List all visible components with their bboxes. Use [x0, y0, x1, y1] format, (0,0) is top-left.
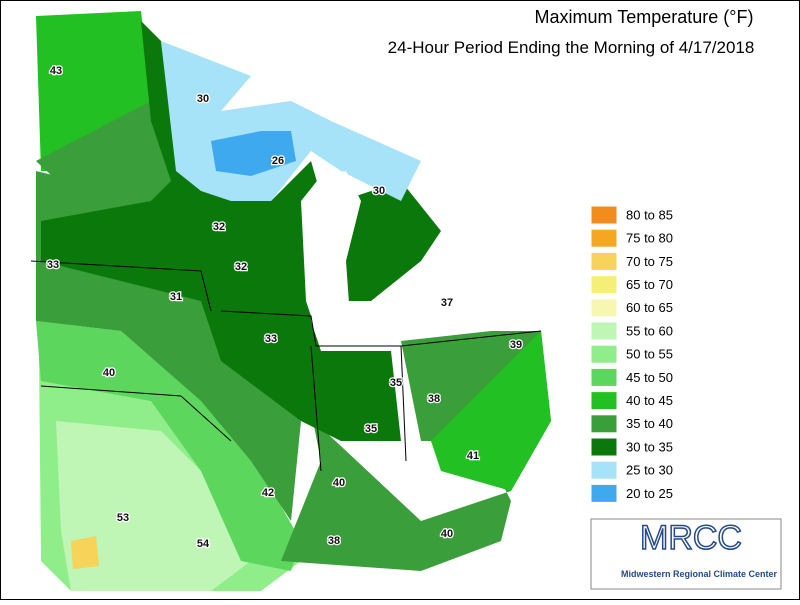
legend-label: 55 to 60 — [626, 323, 673, 338]
station-label: 33 — [47, 259, 59, 271]
station-label: 40 — [333, 477, 345, 489]
legend-swatch — [590, 391, 618, 411]
title: Maximum Temperature (°F) — [535, 7, 754, 27]
station-label: 40 — [103, 367, 115, 379]
legend-swatch — [590, 367, 618, 387]
station-label: 33 — [265, 333, 277, 345]
station-label: 43 — [50, 65, 62, 77]
legend-label: 50 to 55 — [626, 347, 673, 362]
station-label: 32 — [235, 261, 247, 273]
map-regions — [36, 11, 551, 591]
region-30-35 — [41, 21, 401, 441]
station-label: 39 — [510, 339, 522, 351]
station-label: 38 — [328, 535, 340, 547]
station-label: 30 — [197, 93, 209, 105]
region-40-45-e — [431, 331, 551, 491]
region-20-25 — [211, 131, 296, 176]
logo-full-name: Midwestern Regional Climate Center — [621, 569, 778, 579]
station-label: 41 — [467, 450, 479, 462]
legend-swatch — [590, 483, 618, 503]
logo-box — [590, 518, 782, 590]
station-label: 35 — [365, 423, 377, 435]
logo-name: MRCC — [640, 519, 742, 557]
legend: 80 to 85 75 to 80 70 to 75 65 to 70 60 to 65… — [590, 205, 673, 503]
subtitle: 24-Hour Period Ending the Morning of 4/1… — [388, 38, 755, 57]
station-label: 37 — [441, 297, 453, 309]
station-label: 32 — [213, 221, 225, 233]
logo: MRCC Midwestern Regional Climate Center — [590, 518, 782, 590]
region-45-50 — [36, 321, 301, 571]
legend-label: 30 to 35 — [626, 439, 673, 454]
legend-swatch — [590, 251, 618, 271]
legend-swatch — [590, 228, 618, 248]
borders — [30, 260, 542, 472]
legend-label: 40 to 45 — [626, 393, 673, 408]
legend-swatch — [590, 205, 618, 225]
station-label: 26 — [272, 155, 284, 167]
legend-label: 75 to 80 — [626, 231, 673, 246]
station-label: 53 — [117, 512, 129, 524]
station-label: 38 — [428, 393, 440, 405]
station-labels: 43 30 26 30 32 33 32 31 37 33 39 40 35 38 35 42 40 41 53 54… — [46, 64, 524, 552]
legend-label: 45 to 50 — [626, 370, 673, 385]
legend-label: 70 to 75 — [626, 254, 673, 269]
legend-swatch — [590, 298, 618, 318]
legend-label: 20 to 25 — [626, 486, 673, 501]
legend-swatch — [590, 321, 618, 341]
legend-label: 25 to 30 — [626, 463, 673, 478]
legend-swatch — [590, 460, 618, 480]
region-30-35-mi — [341, 181, 441, 301]
region-55-60 — [56, 421, 251, 591]
region-70-75 — [71, 536, 99, 569]
station-label: 42 — [262, 487, 274, 499]
legend-label: 80 to 85 — [626, 207, 673, 222]
station-label: 30 — [373, 185, 385, 197]
lake-michigan — [301, 171, 361, 346]
station-label: 31 — [170, 291, 182, 303]
legend-label: 35 to 40 — [626, 416, 673, 431]
legend-label: 60 to 65 — [626, 300, 673, 315]
state-lines — [30, 260, 542, 472]
station-label: 54 — [197, 538, 210, 550]
legend-swatch — [590, 344, 618, 364]
legend-swatch — [590, 275, 618, 295]
legend-label: 65 to 70 — [626, 277, 673, 292]
legend-swatch — [590, 414, 618, 434]
station-label: 35 — [390, 377, 402, 389]
station-label: 40 — [441, 528, 453, 540]
legend-swatch — [590, 437, 618, 457]
